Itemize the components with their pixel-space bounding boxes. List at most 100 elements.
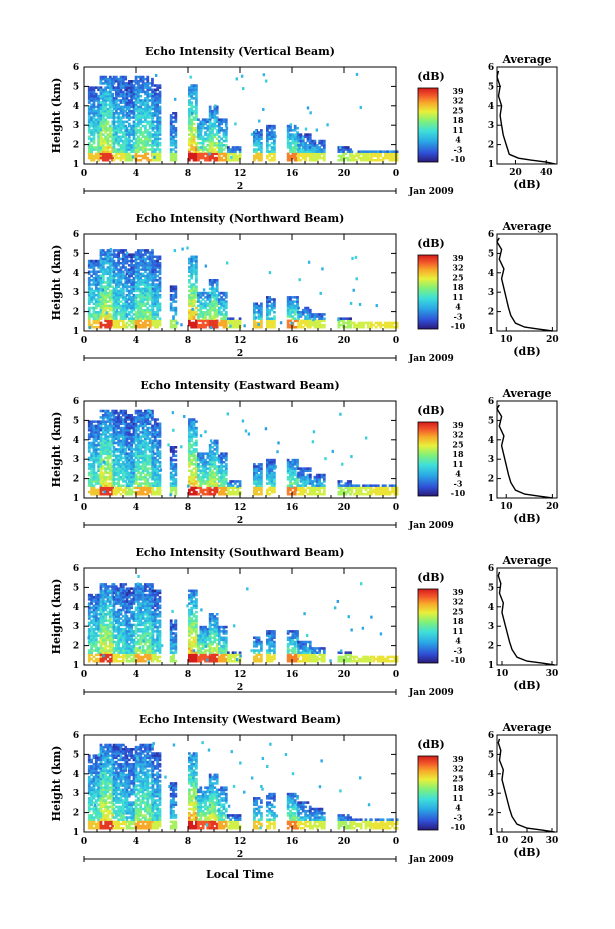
echo-cell [134,424,138,428]
echo-cell [87,471,91,475]
echo-cell [134,475,138,479]
echo-cell [195,296,198,299]
echo-cell [286,139,290,143]
echo-cell [106,463,110,466]
echo-cell [87,124,91,128]
echo-cell [114,291,118,295]
echo-cell [206,311,210,314]
echo-cell [117,270,121,274]
echo-cell [148,433,152,436]
echo-cell [94,92,98,96]
echo-cell [112,428,116,432]
echo-cell [144,313,147,316]
echo-cell [197,317,200,320]
echo-cell [130,319,134,323]
echo-cell [97,264,100,267]
echo-cell [134,264,138,267]
echo-cell [104,154,108,158]
echo-cell [106,409,110,413]
echo-cell [141,435,145,438]
echo-cell [253,313,256,316]
echo-cell [117,431,121,434]
echo-cell [148,266,152,269]
echo-cell [121,94,125,98]
echo-cell [253,323,256,327]
echo-cell [119,325,123,329]
echo-cell [134,473,138,477]
echo-cell [99,137,103,141]
echo-cell [349,148,352,151]
echo-cell [208,126,212,130]
echo-cell [125,325,129,329]
echo-cell [99,107,103,111]
echo-cell [92,97,96,100]
echo-cell [222,133,226,136]
echo-cell [158,279,162,282]
echo-cell [224,306,228,310]
echo-cell [141,321,145,325]
echo-cell [199,124,203,128]
echo-cell [208,296,212,299]
echo-cell [151,118,154,121]
echo-cell [141,99,145,102]
echo-cell [172,315,175,318]
echo-cell [208,306,212,310]
echo-cell [117,131,121,134]
echo-cell [99,79,103,83]
echo-cell [130,437,134,441]
echo-cell [108,101,112,104]
echo-cell [321,267,324,271]
echo-cell [121,120,125,124]
echo-cell [195,274,198,278]
echo-cell [156,270,160,274]
echo-cell [299,154,303,158]
echo-cell [97,156,100,160]
echo-cell [197,141,200,145]
echo-cell [108,313,112,316]
echo-cell [127,86,131,89]
echo-cell [112,249,116,252]
echo-cell [121,420,125,423]
echo-cell [362,325,365,329]
echo-cell [174,114,178,117]
echo-cell [127,139,131,143]
echo-cell [104,135,108,139]
echo-cell [130,266,134,269]
echo-cell [137,75,140,79]
echo-cell [306,152,310,156]
echo-cell [97,276,100,280]
echo-cell [112,433,116,436]
echo-cell [99,120,103,124]
echo-cell [97,452,100,455]
echo-cell [268,304,272,308]
echo-cell [201,291,205,295]
echo-cell [101,441,105,445]
echo-cell [90,441,93,445]
echo-cell [114,109,118,113]
echo-cell [260,321,263,325]
echo-cell [337,154,341,158]
echo-cell [108,144,112,147]
echo-cell [114,129,118,132]
echo-cell [192,152,196,156]
echo-cell [119,443,123,447]
echo-cell [99,439,103,443]
echo-cell [260,158,263,162]
echo-cell [104,486,108,490]
echo-cell [127,293,131,297]
echo-cell [144,304,147,308]
echo-cell [141,315,145,318]
echo-cell [130,482,134,485]
echo-cell [139,298,143,301]
echo-cell [134,411,138,415]
echo-cell [132,478,136,481]
echo-cell [148,285,152,288]
echo-cell [169,156,173,160]
echo-cell [108,257,112,261]
echo-cell [132,486,136,490]
echo-cell [119,463,123,466]
echo-cell [106,84,110,87]
echo-cell [104,456,108,460]
echo-cell [124,124,128,128]
echo-cell [169,325,173,329]
